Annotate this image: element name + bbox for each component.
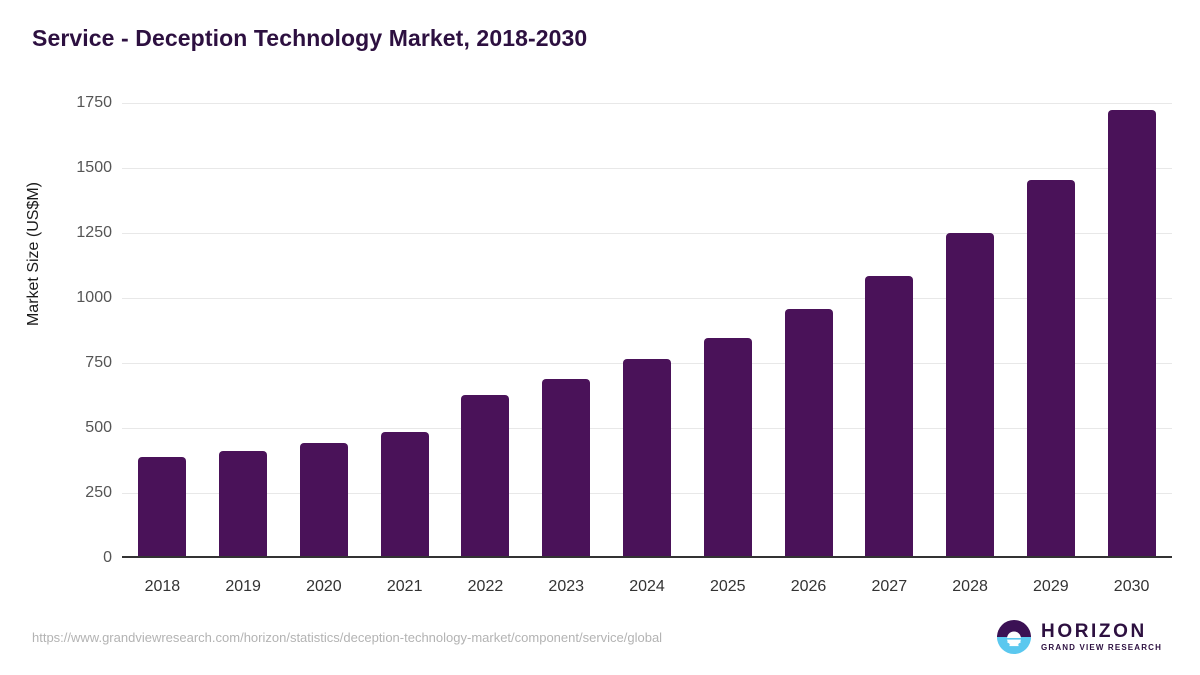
x-axis-tick-label: 2023: [548, 578, 585, 595]
gridline: [122, 233, 1172, 234]
bar[interactable]: [865, 276, 914, 558]
x-axis-tick-label: 2024: [629, 578, 665, 595]
bar[interactable]: [299, 443, 348, 558]
bar-slot: [930, 103, 1011, 558]
bar[interactable]: [703, 337, 752, 558]
x-axis-tick-label: 2018: [144, 578, 181, 595]
y-axis-tick-label: 0: [103, 549, 112, 566]
y-axis-title: Market Size (US$M): [25, 181, 42, 327]
source-url[interactable]: https://www.grandviewresearch.com/horizo…: [32, 630, 663, 645]
bar[interactable]: [946, 233, 995, 558]
bar-slot: [1010, 103, 1091, 558]
bar[interactable]: [380, 432, 429, 558]
bars-group: [122, 103, 1172, 558]
logo-wordmark: HORIZON: [1041, 621, 1147, 642]
y-axis-tick-label: 1250: [76, 224, 112, 241]
bar-slot: [203, 103, 284, 558]
gridline: [122, 103, 1172, 104]
plot-area: 0 250 500 750 1000 1250 1500 1750 2018 2019 2020 2…: [76, 94, 1172, 595]
logo-tagline: GRAND VIEW RESEARCH: [1041, 643, 1162, 652]
bar[interactable]: [542, 378, 591, 558]
bar[interactable]: [1026, 179, 1075, 558]
bar-slot: [687, 103, 768, 558]
y-axis-tick-label: 1000: [76, 289, 112, 306]
x-axis-line: [122, 556, 1172, 558]
x-axis-tick-label: 2019: [225, 578, 261, 595]
horizon-logo-icon: [997, 620, 1032, 654]
bar[interactable]: [784, 308, 833, 558]
bar-slot: [607, 103, 688, 558]
x-axis-tick-label: 2027: [871, 578, 908, 595]
x-axis-tick-label: 2030: [1113, 578, 1150, 595]
x-axis-tick-label: 2021: [386, 578, 423, 595]
x-axis-tick-label: 2022: [467, 578, 504, 595]
x-axis-tick-label: 2025: [709, 578, 746, 595]
horizon-logo[interactable]: HORIZON GRAND VIEW RESEARCH: [996, 618, 1162, 656]
x-axis-tick-label: 2020: [306, 578, 342, 595]
bar-slot: [364, 103, 445, 558]
gridline: [122, 168, 1172, 169]
bar[interactable]: [219, 450, 268, 558]
bar-slot: [849, 103, 930, 558]
x-axis-tick-label: 2026: [790, 578, 827, 595]
bar[interactable]: [622, 359, 671, 558]
gridline: [122, 298, 1172, 299]
y-axis-tick-label: 500: [85, 419, 112, 436]
bar[interactable]: [1107, 110, 1156, 558]
page-title: Service - Deception Technology Market, 2…: [32, 25, 588, 51]
bar-slot: [1091, 103, 1172, 558]
y-axis-tick-label: 250: [85, 484, 112, 501]
bar-slot: [284, 103, 365, 558]
y-axis-tick-label: 750: [85, 354, 112, 371]
bar[interactable]: [461, 394, 510, 558]
bar-slot: [445, 103, 526, 558]
bar-slot: [122, 103, 203, 558]
y-axis-tick-label: 1500: [76, 159, 112, 176]
x-axis-tick-label: 2028: [952, 578, 988, 595]
horizon-logo-text: HORIZON GRAND VIEW RESEARCH: [1041, 622, 1162, 652]
bar[interactable]: [138, 457, 187, 558]
bar-slot: [526, 103, 607, 558]
y-axis-tick-label: 1750: [76, 94, 112, 111]
bar-slot: [768, 103, 849, 558]
x-axis-tick-label: 2029: [1033, 578, 1069, 595]
